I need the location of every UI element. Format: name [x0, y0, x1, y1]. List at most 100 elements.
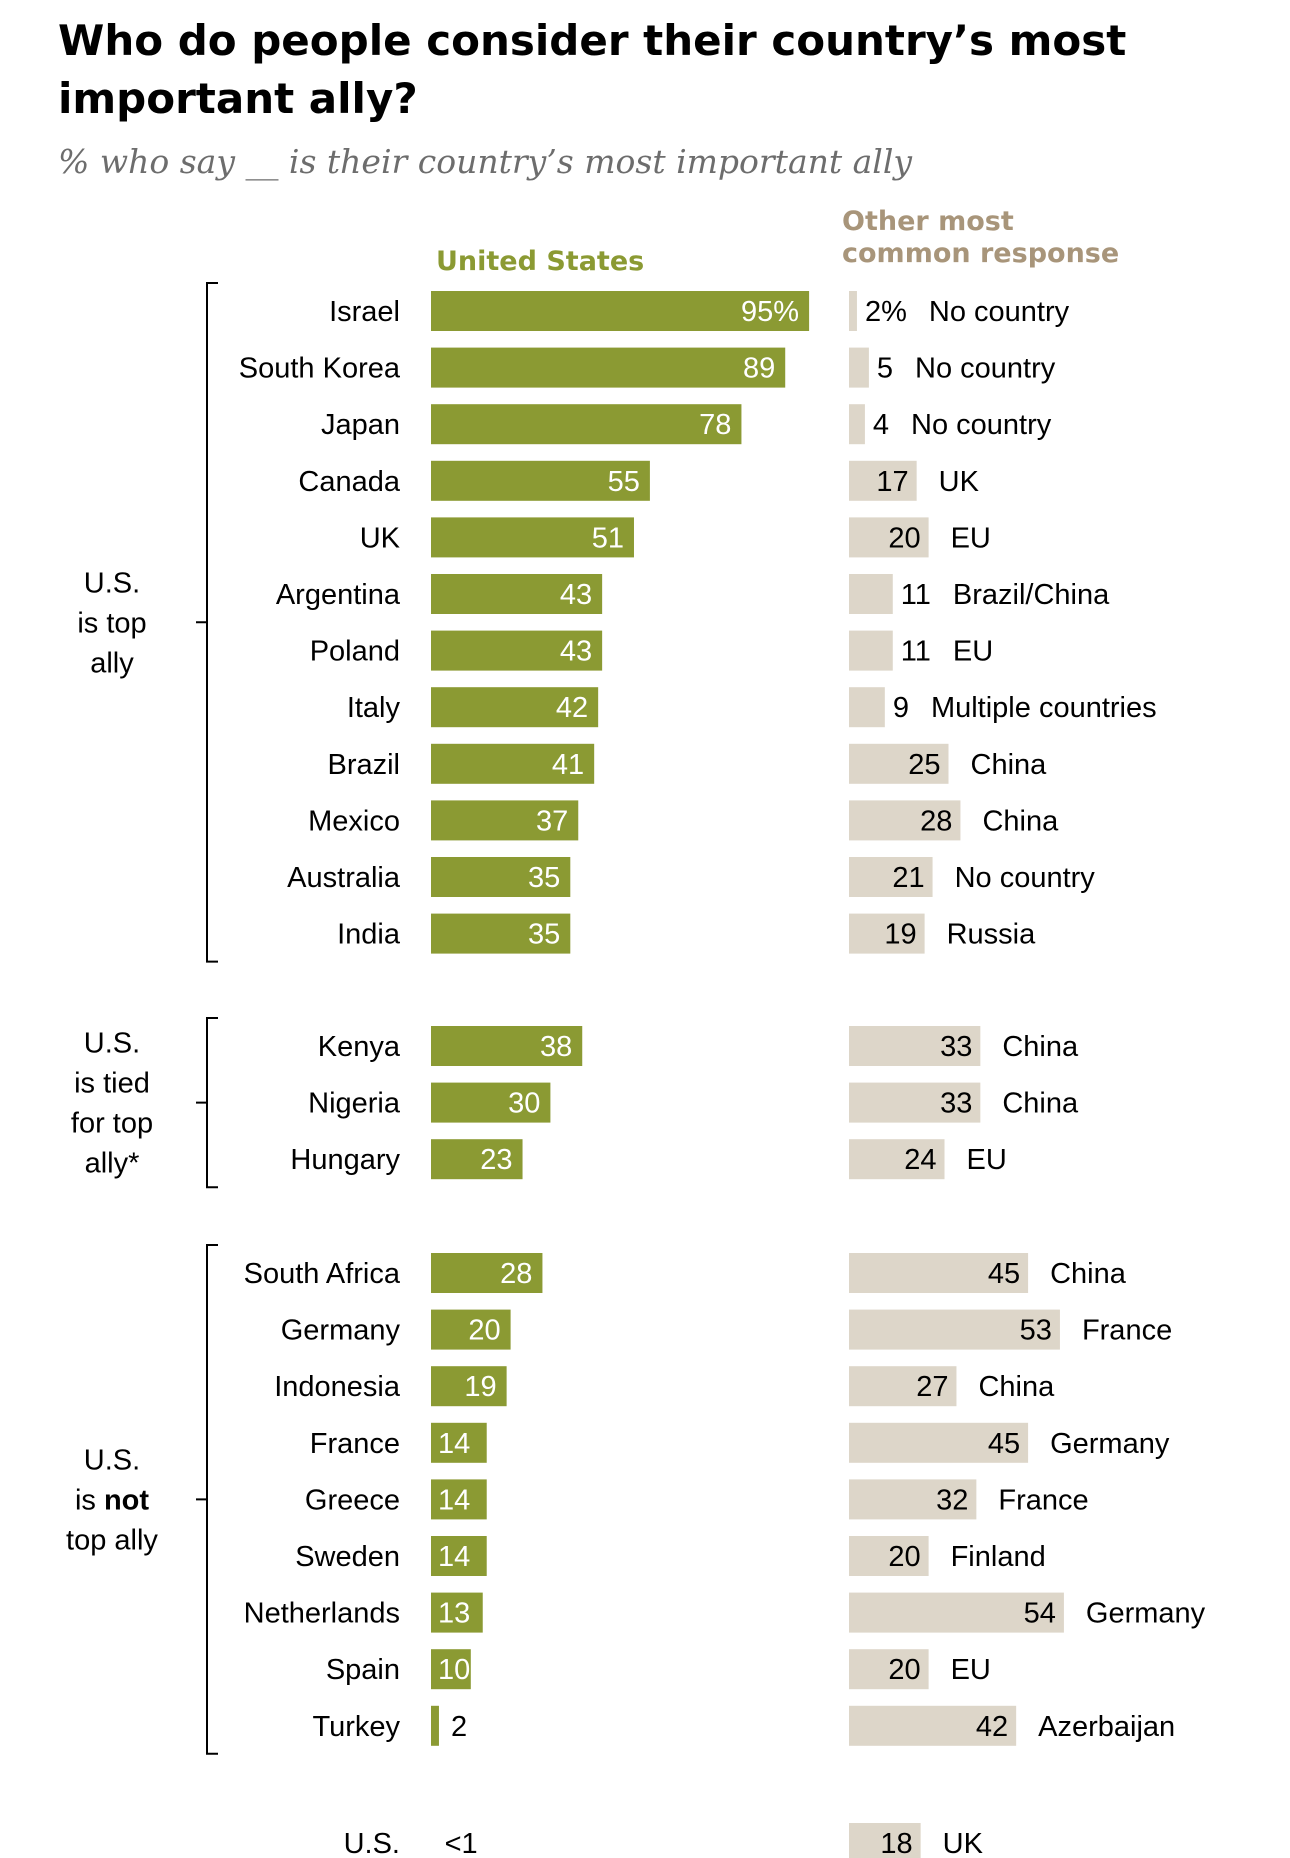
other-value-mexico: 28: [920, 805, 952, 837]
us-value-nigeria: 30: [508, 1088, 540, 1120]
us-column-header: United States: [436, 246, 645, 277]
other-header-line-1: Other most: [842, 206, 1014, 237]
other-bar-indonesia: [849, 1366, 957, 1407]
us-bar-india: [431, 913, 571, 954]
other-bar-nigeria: [849, 1082, 981, 1123]
us-value-kenya: 38: [540, 1031, 572, 1063]
us-value-canada: 55: [608, 466, 640, 498]
other-response-spain: EU: [951, 1654, 991, 1686]
country-label-indonesia: Indonesia: [274, 1371, 401, 1403]
us-value-poland: 43: [560, 636, 592, 668]
other-value-u-s: 18: [880, 1828, 912, 1858]
other-response-argentina: Brazil/China: [953, 579, 1110, 611]
group-label-3-line-3: top ally: [66, 1524, 158, 1556]
other-response-u-s: UK: [943, 1828, 984, 1858]
group-label-3-line-1: U.S.: [84, 1444, 140, 1476]
other-bar-spain: [849, 1649, 929, 1690]
other-value-india: 19: [884, 919, 916, 951]
other-value-germany: 53: [1020, 1315, 1052, 1347]
other-response-greece: France: [998, 1484, 1088, 1516]
country-label-nigeria: Nigeria: [308, 1088, 401, 1120]
us-bar-uk: [431, 517, 634, 558]
country-label-italy: Italy: [347, 692, 401, 724]
other-response-germany: France: [1082, 1315, 1172, 1347]
other-response-poland: EU: [953, 636, 993, 668]
other-bar-kenya: [849, 1026, 981, 1066]
us-bar-south-africa: [431, 1253, 543, 1293]
other-bar-japan: [849, 404, 865, 445]
us-bar-south-korea: [431, 347, 786, 388]
us-value-u-s: <1: [445, 1828, 478, 1858]
other-bar-india: [849, 913, 925, 954]
other-value-israel: 2%: [865, 296, 907, 328]
country-label-kenya: Kenya: [318, 1031, 401, 1063]
us-bar-greece: [431, 1479, 487, 1520]
country-label-japan: Japan: [321, 409, 400, 441]
chart-title: Who do people consider their country’s m…: [58, 16, 1127, 123]
other-header-line-2: common response: [842, 238, 1120, 269]
other-response-netherlands: Germany: [1086, 1598, 1206, 1630]
us-value-indonesia: 19: [464, 1371, 496, 1403]
us-value-netherlands: 13: [438, 1598, 470, 1630]
other-bar-brazil: [849, 743, 949, 784]
other-response-australia: No country: [955, 862, 1096, 894]
other-response-indonesia: China: [978, 1371, 1055, 1403]
other-response-canada: UK: [939, 466, 980, 498]
us-bar-indonesia: [431, 1366, 507, 1407]
us-bar-brazil: [431, 743, 595, 784]
us-value-italy: 42: [556, 692, 588, 724]
other-value-turkey: 42: [976, 1711, 1008, 1743]
us-bar-argentina: [431, 574, 603, 614]
country-label-greece: Greece: [305, 1484, 400, 1516]
other-bar-australia: [849, 857, 933, 897]
us-value-israel: 95%: [741, 296, 799, 328]
other-bar-germany: [849, 1309, 1060, 1350]
group-label-3-line-2: is not: [75, 1484, 149, 1516]
other-response-brazil: China: [971, 749, 1048, 781]
us-value-spain: 10: [438, 1654, 470, 1686]
other-value-greece: 32: [936, 1484, 968, 1516]
country-label-u-s: U.S.: [344, 1828, 400, 1858]
group-label-1-line-1: U.S.: [84, 567, 140, 599]
us-value-mexico: 37: [536, 805, 568, 837]
country-label-sweden: Sweden: [295, 1541, 400, 1573]
us-bar-spain: [431, 1649, 471, 1690]
other-value-hungary: 24: [904, 1144, 936, 1176]
other-response-mexico: China: [982, 805, 1059, 837]
us-bar-australia: [431, 857, 571, 897]
other-response-france: Germany: [1050, 1428, 1170, 1460]
us-value-south-korea: 89: [743, 353, 775, 385]
other-bar-poland: [849, 630, 893, 671]
us-bar-france: [431, 1422, 487, 1463]
other-response-sweden: Finland: [951, 1541, 1046, 1573]
us-bar-netherlands: [431, 1592, 483, 1633]
group-bracket-1: [196, 282, 218, 963]
other-response-italy: Multiple countries: [931, 692, 1157, 724]
us-value-south-africa: 28: [500, 1258, 532, 1290]
group-label-2-line-1: U.S.: [84, 1028, 140, 1060]
country-label-brazil: Brazil: [327, 749, 400, 781]
country-label-south-korea: South Korea: [239, 353, 401, 385]
us-value-japan: 78: [699, 409, 731, 441]
us-value-turkey: 2: [451, 1711, 467, 1743]
us-bar-israel: [431, 291, 810, 331]
other-value-france: 45: [988, 1428, 1020, 1460]
us-bar-canada: [431, 460, 650, 501]
other-value-canada: 17: [876, 466, 908, 498]
us-bar-turkey: [431, 1705, 439, 1746]
other-value-italy: 9: [893, 692, 909, 724]
country-label-south-africa: South Africa: [244, 1258, 401, 1290]
other-value-spain: 20: [888, 1654, 920, 1686]
country-label-india: India: [337, 919, 401, 951]
other-bar-uk: [849, 517, 929, 558]
other-response-japan: No country: [911, 409, 1052, 441]
us-value-germany: 20: [468, 1315, 500, 1347]
other-bar-mexico: [849, 800, 961, 841]
other-bar-south-korea: [849, 347, 869, 388]
group-label-2-line-2: is tied: [74, 1068, 150, 1100]
other-bar-canada: [849, 460, 917, 501]
us-value-argentina: 43: [560, 579, 592, 611]
us-value-sweden: 14: [438, 1541, 470, 1573]
other-bar-sweden: [849, 1536, 929, 1576]
